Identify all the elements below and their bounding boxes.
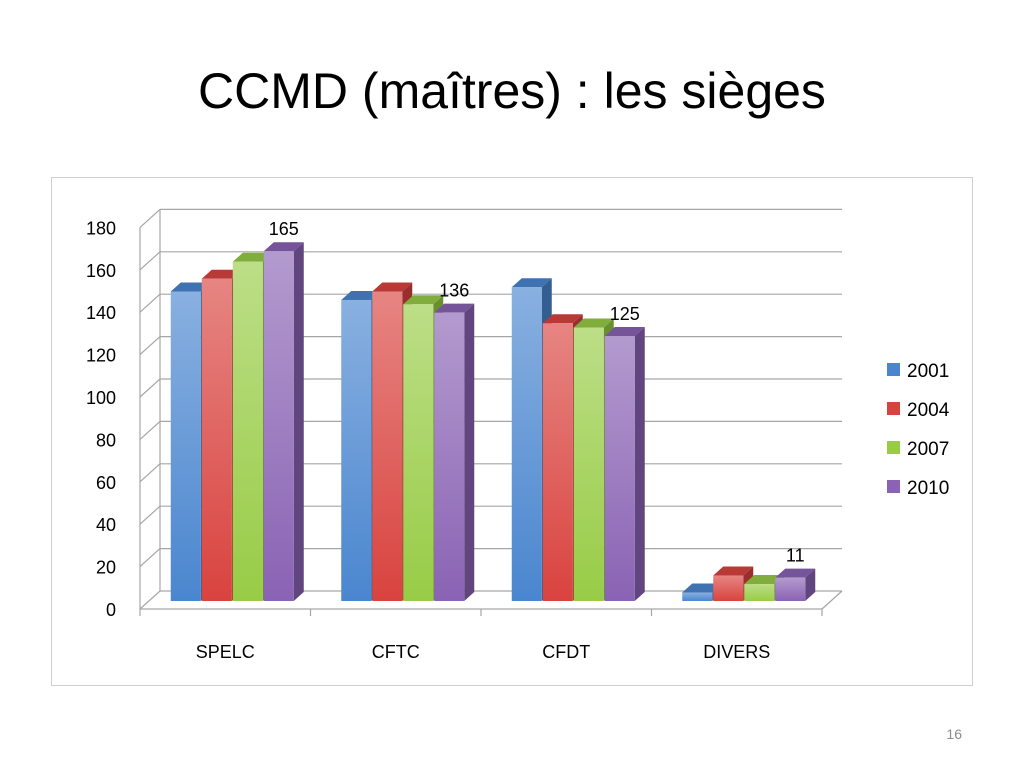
gridline-side (139, 420, 161, 440)
y-tick-label: 160 (86, 261, 116, 281)
gridline-side (139, 293, 161, 313)
bar-front (372, 291, 403, 601)
bar-top (372, 282, 413, 292)
bar-top (201, 269, 242, 279)
bar-front (263, 251, 294, 601)
y-tick-label: 120 (86, 346, 116, 366)
bar-top (573, 318, 614, 328)
bar-front (682, 592, 713, 601)
floor-right-edge (821, 590, 843, 610)
chart-legend: 2001 2004 2007 2010 (887, 361, 950, 499)
bar-2010-cfdt (604, 327, 645, 601)
bar-front (232, 261, 263, 601)
legend-swatch (887, 363, 900, 376)
data-label: 11 (786, 546, 805, 566)
bar-top (263, 242, 304, 252)
bar-chart: 0 20 40 60 80 100 120 140 160 180 SPELC CFTC CFDT DI… (86, 208, 950, 662)
gridline-side (139, 548, 161, 568)
gridline-side (139, 208, 161, 228)
gridline-side (139, 378, 161, 398)
bar-front (403, 304, 434, 601)
x-tick-label: CFTC (372, 642, 420, 662)
gridline-side (139, 463, 161, 483)
chart-frame: 0 20 40 60 80 100 120 140 160 180 SPELC CFTC CFDT DI… (51, 177, 973, 686)
x-tick-label: DIVERS (703, 642, 770, 662)
y-tick-label: 60 (96, 473, 116, 493)
bar-top (434, 303, 475, 313)
legend-label: 2001 (907, 361, 949, 382)
legend-label: 2007 (907, 439, 949, 460)
bar-front (573, 327, 604, 601)
legend-item-2001: 2001 (887, 361, 949, 382)
bar-top (682, 583, 723, 593)
bar-side (293, 242, 304, 601)
y-tick-label: 100 (86, 388, 116, 408)
bar-top (232, 252, 273, 262)
gridline-side (139, 505, 161, 525)
legend-swatch (887, 441, 900, 454)
bar-front (341, 299, 372, 601)
bar-front (201, 278, 232, 601)
bar-2010-divers (775, 568, 816, 601)
bar-front (434, 312, 465, 601)
bar-top (604, 327, 645, 336)
x-tick-label: CFDT (542, 642, 590, 662)
bar-top (170, 282, 211, 292)
bar-side (805, 568, 816, 601)
page-number: 16 (946, 726, 962, 742)
legend-swatch (887, 480, 900, 493)
gridline-side (139, 251, 161, 271)
bar-top (341, 290, 382, 300)
bar-front (744, 584, 775, 601)
data-labels: 165 136 125 11 (269, 219, 805, 565)
bar-side (464, 303, 475, 601)
bar-front (713, 575, 744, 601)
legend-item-2010: 2010 (887, 478, 949, 499)
chart-bars (170, 242, 816, 602)
data-label: 125 (610, 304, 640, 324)
bar-2010-spelc (263, 242, 304, 601)
y-axis-ticks: 0 20 40 60 80 100 120 140 160 180 (86, 218, 116, 620)
bar-front (604, 336, 635, 601)
legend-label: 2004 (907, 400, 950, 421)
y-tick-label: 20 (96, 558, 116, 578)
bar-side (634, 327, 645, 601)
y-tick-label: 80 (96, 430, 116, 450)
bar-2010-cftc (434, 303, 475, 601)
slide-title: CCMD (maîtres) : les sièges (198, 63, 826, 119)
y-tick-label: 0 (106, 600, 116, 620)
x-tick-label: SPELC (196, 642, 255, 662)
bar-front (511, 287, 542, 601)
y-tick-label: 140 (86, 303, 116, 323)
bar-front (775, 577, 806, 601)
data-label: 165 (269, 219, 299, 239)
gridline-side (139, 590, 161, 610)
legend-label: 2010 (907, 478, 949, 499)
y-tick-label: 40 (96, 515, 116, 535)
data-label: 136 (439, 281, 469, 301)
bar-top (775, 568, 816, 578)
bar-top (511, 278, 552, 288)
bar-top (403, 295, 444, 305)
legend-swatch (887, 402, 900, 415)
bar-front (170, 291, 201, 601)
bar-top (744, 575, 785, 585)
gridline-side (139, 336, 161, 356)
bar-top (542, 314, 583, 324)
legend-item-2004: 2004 (887, 400, 950, 421)
bar-top (713, 566, 754, 576)
x-axis-labels: SPELC CFTC CFDT DIVERS (196, 642, 771, 662)
bar-front (542, 323, 573, 601)
legend-item-2007: 2007 (887, 439, 949, 460)
y-tick-label: 180 (86, 218, 116, 238)
